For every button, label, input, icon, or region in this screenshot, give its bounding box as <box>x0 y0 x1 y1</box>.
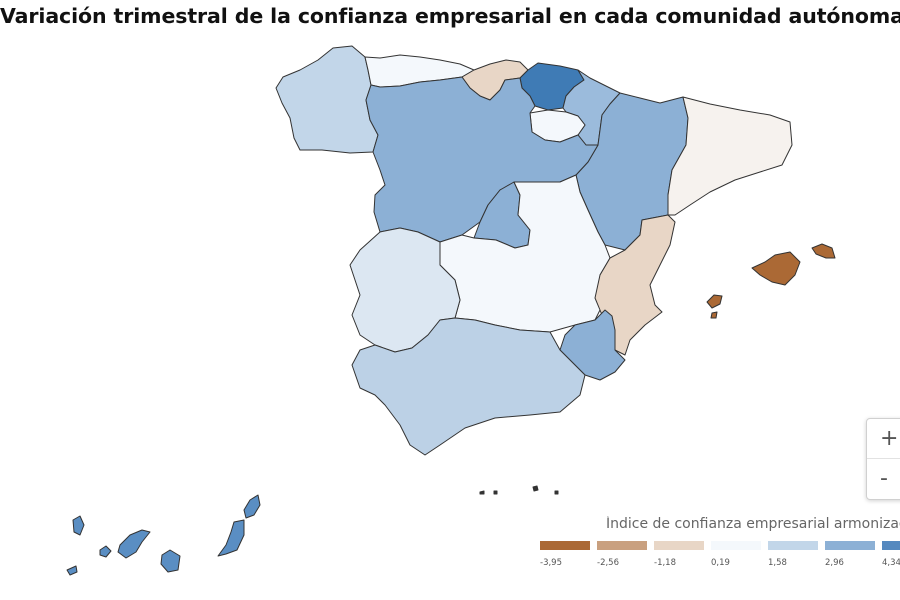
region-canarias-lanzarote[interactable] <box>243 494 261 519</box>
region-canarias-gran-canaria[interactable] <box>160 549 181 573</box>
region-baleares-menorca[interactable] <box>811 243 836 259</box>
region-cataluna[interactable] <box>667 96 793 216</box>
region-galicia[interactable] <box>275 45 379 154</box>
region-baleares-ibiza[interactable] <box>706 294 723 309</box>
legend-swatch-6 <box>825 541 875 550</box>
region-melilla[interactable] <box>532 485 539 492</box>
region-canarias-la-gomera[interactable] <box>99 545 112 558</box>
legend-swatch-1 <box>540 541 590 550</box>
legend-swatch-2 <box>597 541 647 550</box>
region-baleares-formentera[interactable] <box>710 311 718 319</box>
region-andalucia[interactable] <box>351 317 586 456</box>
legend-tick: -2,56 <box>597 558 619 568</box>
legend-tick: 2,96 <box>825 558 844 568</box>
region-castilla-leon[interactable] <box>365 76 599 243</box>
region-ceuta-2[interactable] <box>493 490 498 495</box>
legend-swatch-3 <box>654 541 704 550</box>
region-melilla-2[interactable] <box>554 490 559 495</box>
map-title: Variación trimestral de la confianza emp… <box>0 4 900 28</box>
legend-tick: 4,34 <box>882 558 900 568</box>
region-canarias-fuerteventura[interactable] <box>217 519 245 557</box>
region-ceuta[interactable] <box>479 490 485 495</box>
legend-title: Índice de confianza empresarial armoniza… <box>606 516 900 532</box>
zoom-out-button[interactable]: - <box>880 466 888 491</box>
legend-tick: 1,58 <box>768 558 787 568</box>
legend-tick: -1,18 <box>654 558 676 568</box>
region-baleares-mallorca[interactable] <box>751 251 801 286</box>
legend-swatch-5 <box>768 541 818 550</box>
region-canarias-la-palma[interactable] <box>72 515 85 536</box>
legend-swatch-4 <box>711 541 761 550</box>
legend-tick: -3,95 <box>540 558 562 568</box>
zoom-in-button[interactable]: + <box>867 419 900 459</box>
region-canarias-el-hierro[interactable] <box>66 565 78 576</box>
legend-swatch-7 <box>882 541 900 550</box>
legend-tick: 0,19 <box>711 558 730 568</box>
zoom-control: + - <box>866 418 900 500</box>
region-canarias-tenerife[interactable] <box>117 529 151 559</box>
region-valenciana[interactable] <box>594 214 676 356</box>
